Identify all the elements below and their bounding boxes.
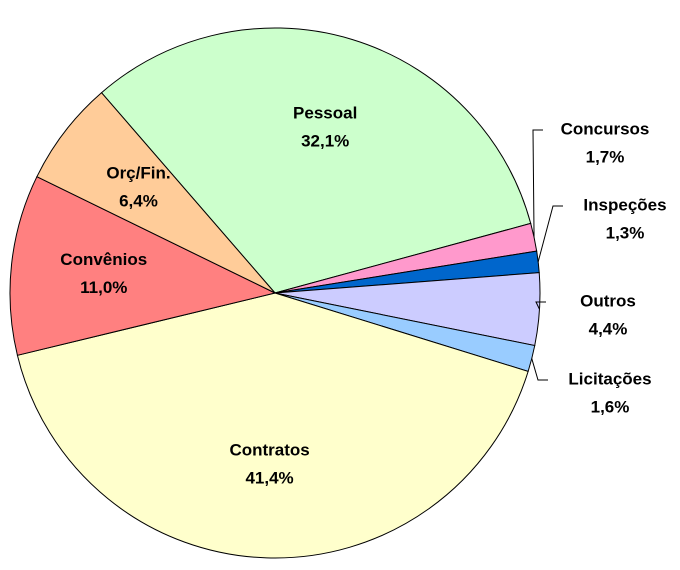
leader-line <box>537 205 563 262</box>
value-label: 6,4% <box>119 191 158 210</box>
slice-label: Outros <box>580 291 636 310</box>
value-label: 4,4% <box>589 319 628 338</box>
value-label: 11,0% <box>80 278 127 297</box>
pie-slice <box>16 292 529 559</box>
value-label: 32,1% <box>301 132 349 151</box>
slice-label: Concursos <box>561 119 650 138</box>
leader-line <box>531 358 548 381</box>
slice-label: Licitações <box>568 369 651 388</box>
pie-slice <box>36 91 276 294</box>
value-label: 1,6% <box>591 397 630 416</box>
pie-slice <box>100 27 532 294</box>
value-label: 41,4% <box>245 469 293 488</box>
pie-slice <box>9 176 277 356</box>
leader-line <box>532 129 543 238</box>
leader-line <box>535 301 546 310</box>
slice-label: Pessoal <box>293 104 357 123</box>
value-label: 1,7% <box>586 147 625 166</box>
slice-label: Orç/Fin. <box>106 163 170 182</box>
slice-label: Inspeções <box>583 195 666 214</box>
slice-label: Contratos <box>229 441 309 460</box>
slice-label: Convênios <box>60 250 147 269</box>
value-label: 1,3% <box>606 223 645 242</box>
